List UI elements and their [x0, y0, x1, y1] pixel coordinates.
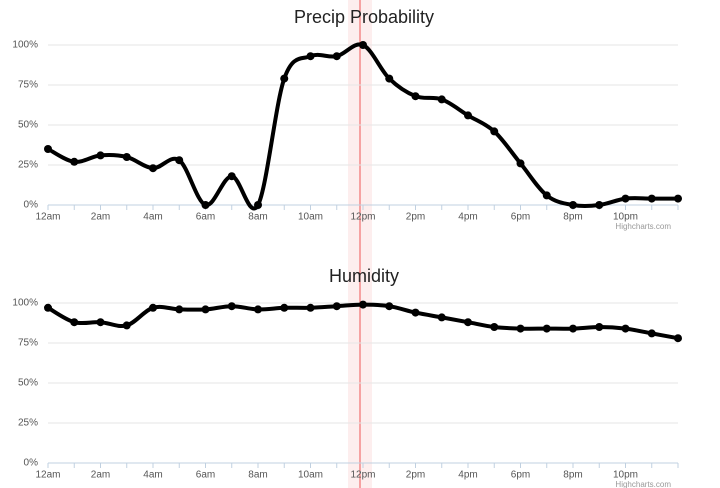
point [201, 201, 210, 209]
y-tick-label: 50% [18, 378, 38, 389]
point [516, 159, 525, 168]
y-tick-label: 75% [18, 80, 38, 91]
point [647, 194, 656, 203]
point [385, 74, 394, 83]
x-tick-label: 4pm [458, 212, 477, 223]
x-tick-label: 6pm [511, 212, 530, 223]
x-tick-label: 12am [35, 470, 60, 481]
point [569, 324, 577, 333]
y-tick-label: 50% [18, 120, 38, 131]
x-tick-label: 6am [196, 470, 215, 481]
point [332, 302, 341, 311]
point [542, 191, 551, 200]
x-tick-label: 8pm [563, 470, 582, 481]
point [227, 302, 236, 311]
point [44, 145, 52, 153]
x-tick-label: 2pm [406, 470, 425, 481]
point [70, 157, 79, 166]
point [595, 323, 604, 331]
point [44, 303, 52, 312]
point [280, 303, 289, 312]
point [621, 324, 630, 333]
point [490, 127, 499, 136]
point [306, 52, 315, 61]
point [70, 318, 79, 327]
chart-title: Precip Probability [294, 7, 434, 27]
point [201, 305, 210, 314]
x-tick-label: 10am [298, 470, 323, 481]
point [96, 318, 105, 327]
point [674, 334, 682, 343]
x-tick-label: 8am [248, 470, 267, 481]
x-tick-label: 8am [248, 212, 267, 223]
x-tick-label: 10pm [613, 212, 638, 223]
point [359, 41, 367, 49]
point [149, 303, 157, 312]
credits: Highcharts.com [615, 222, 671, 231]
y-tick-label: 100% [12, 40, 38, 51]
point [464, 318, 472, 327]
x-tick-label: 2pm [406, 212, 425, 223]
x-tick-label: 2am [91, 212, 110, 223]
x-tick-label: 4pm [458, 470, 477, 481]
point [411, 92, 420, 101]
y-tick-label: 0% [24, 458, 39, 469]
point [621, 194, 630, 203]
x-tick-label: 10am [298, 212, 323, 223]
x-tick-label: 10pm [613, 470, 638, 481]
x-tick-label: 6am [196, 212, 215, 223]
point [674, 194, 682, 203]
x-tick-label: 4am [143, 212, 162, 223]
point [437, 95, 446, 104]
point [647, 329, 656, 338]
point [227, 172, 236, 181]
point [122, 321, 131, 330]
x-tick-label: 12am [35, 212, 60, 223]
point [175, 305, 184, 314]
point [385, 302, 394, 311]
chart-title: Humidity [329, 266, 399, 286]
point [175, 156, 184, 165]
y-tick-label: 0% [24, 200, 39, 211]
point [542, 324, 551, 333]
point [490, 323, 499, 331]
x-tick-label: 6pm [511, 470, 530, 481]
point [595, 201, 604, 209]
point [122, 153, 131, 161]
point [254, 201, 262, 209]
point [516, 324, 525, 333]
x-tick-label: 12pm [350, 212, 375, 223]
y-tick-label: 75% [18, 338, 38, 349]
x-tick-label: 4am [143, 470, 162, 481]
point [359, 300, 367, 309]
y-tick-label: 25% [18, 418, 38, 429]
point [149, 164, 157, 173]
x-tick-label: 2am [91, 470, 110, 481]
point [254, 305, 262, 314]
point [411, 308, 420, 317]
point [96, 151, 105, 160]
y-tick-label: 25% [18, 160, 38, 171]
x-tick-label: 12pm [350, 470, 375, 481]
x-tick-label: 8pm [563, 212, 582, 223]
point [437, 313, 446, 322]
point [332, 52, 341, 61]
point [306, 303, 315, 312]
point [280, 74, 289, 83]
point [464, 111, 472, 120]
y-tick-label: 100% [12, 298, 38, 309]
point [569, 201, 577, 209]
credits: Highcharts.com [615, 480, 671, 488]
